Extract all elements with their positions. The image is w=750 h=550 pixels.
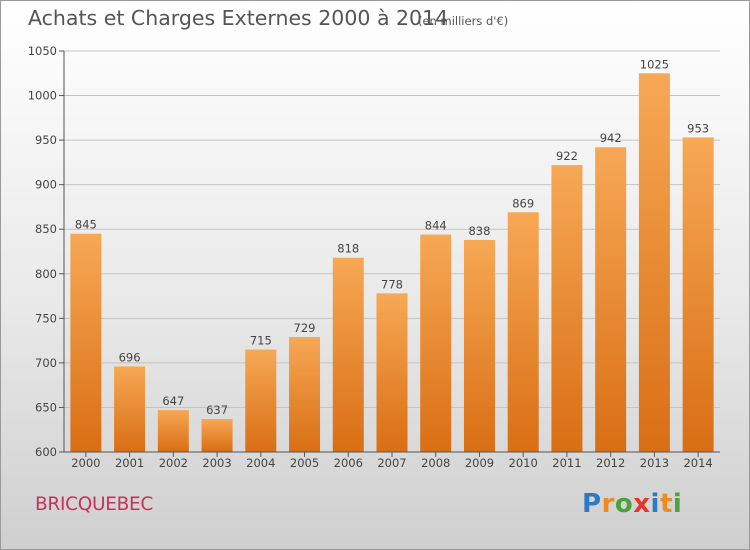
- chart-subtitle: (en milliers d'€): [418, 14, 509, 28]
- logo-letter: P: [582, 489, 602, 519]
- y-tick-label: 700: [35, 356, 57, 370]
- data-label-2006: 818: [337, 242, 359, 256]
- bar-2004: [245, 349, 277, 452]
- x-tick-label-2003: 2003: [202, 456, 231, 470]
- chart-title: Achats et Charges Externes 2000 à 2014: [28, 6, 449, 30]
- data-label-2001: 696: [119, 350, 141, 364]
- x-tick-label-2004: 2004: [246, 456, 275, 470]
- y-tick-label: 950: [35, 133, 57, 147]
- bar-2001: [114, 366, 146, 452]
- logo-letter: r: [601, 489, 615, 519]
- bar-2008: [420, 234, 452, 452]
- axes: 600 650 700 750 800 850 900 950 1000 1050 2000 2001…: [28, 44, 720, 470]
- data-label-2012: 942: [600, 131, 622, 145]
- y-tick-label: 750: [35, 311, 57, 325]
- place-name: BRICQUEBEC: [35, 494, 154, 515]
- x-tick-label-2000: 2000: [71, 456, 100, 470]
- x-tick-label-2006: 2006: [334, 456, 363, 470]
- logo-letter: i: [672, 489, 683, 519]
- logo-letter: o: [614, 489, 634, 519]
- bar-2005: [289, 337, 321, 452]
- y-tick-label: 600: [35, 445, 57, 459]
- data-label-2009: 838: [468, 224, 490, 238]
- bar-2013: [638, 73, 670, 453]
- data-label-2013: 1025: [640, 57, 669, 71]
- data-label-2003: 637: [206, 403, 228, 417]
- logo-letter: t: [659, 489, 673, 519]
- bar-2002: [157, 410, 189, 452]
- bar-2003: [201, 419, 233, 452]
- y-tick-label: 850: [35, 222, 57, 236]
- bar-2000: [70, 233, 102, 452]
- x-tick-label-2014: 2014: [683, 456, 712, 470]
- bar-2006: [332, 257, 364, 452]
- y-tick-label: 900: [35, 178, 57, 192]
- data-label-2002: 647: [162, 394, 184, 408]
- data-label-2004: 715: [250, 334, 272, 348]
- x-tick-label-2013: 2013: [640, 456, 669, 470]
- proxiti-logo: Proxiti: [582, 489, 682, 519]
- x-tick-label-2001: 2001: [115, 456, 144, 470]
- bar-2007: [376, 293, 408, 452]
- x-tick-label-2010: 2010: [509, 456, 538, 470]
- data-label-2014: 953: [687, 121, 709, 135]
- data-label-2011: 922: [556, 149, 578, 163]
- bar-2012: [595, 147, 627, 453]
- x-tick-label-2009: 2009: [465, 456, 494, 470]
- x-tick-label-2008: 2008: [421, 456, 450, 470]
- logo-letter: x: [633, 489, 651, 519]
- bar-2009: [463, 239, 495, 452]
- x-tick-label-2011: 2011: [552, 456, 581, 470]
- x-tick-label-2002: 2002: [159, 456, 188, 470]
- y-tick-label: 800: [35, 267, 57, 281]
- logo-letter: i: [650, 489, 660, 519]
- x-tick-label-2007: 2007: [377, 456, 406, 470]
- bar-2011: [551, 165, 583, 452]
- bars: 845 696 647 637 715 729 818 778 844 838 869 922 942 1…: [70, 57, 714, 453]
- bar-2014: [682, 137, 714, 452]
- x-tick-label-2012: 2012: [596, 456, 625, 470]
- data-label-2005: 729: [294, 321, 316, 335]
- data-label-2008: 844: [425, 219, 447, 233]
- bar-2010: [507, 212, 539, 452]
- data-label-2007: 778: [381, 277, 403, 291]
- y-tick-label: 1000: [28, 89, 57, 103]
- y-tick-label: 1050: [28, 44, 57, 58]
- x-tick-label-2005: 2005: [290, 456, 319, 470]
- data-label-2000: 845: [75, 218, 97, 232]
- data-label-2010: 869: [512, 196, 534, 210]
- y-tick-label: 650: [35, 400, 57, 414]
